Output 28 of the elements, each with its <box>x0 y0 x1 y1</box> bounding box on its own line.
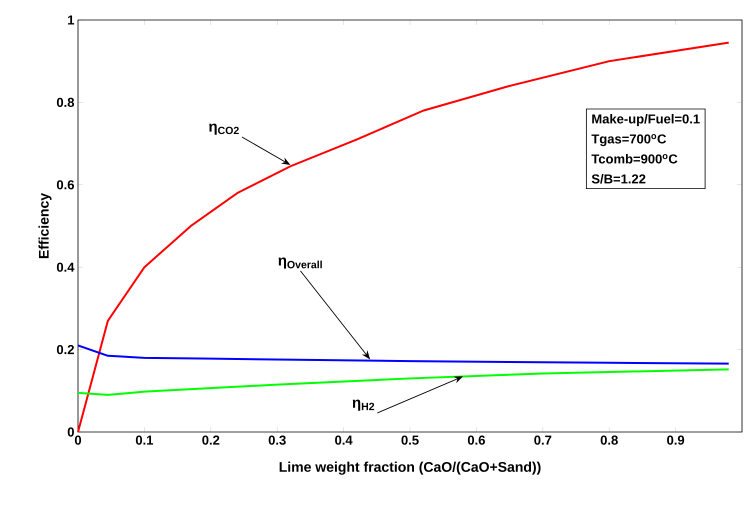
x-tick-label: 0.6 <box>468 436 485 445</box>
x-tick-label: 0.3 <box>268 436 286 445</box>
line-series <box>77 42 730 433</box>
y-axis-title: Efficiency <box>38 193 52 258</box>
x-tick-label: 0.5 <box>401 436 419 445</box>
x-tick-label: 0.9 <box>667 436 684 445</box>
annotation: η$_{H2}$ <box>352 400 374 411</box>
line-series <box>77 368 730 396</box>
annotation: Make-up/Fuel=0.1 <box>592 114 700 126</box>
line-series <box>77 344 730 365</box>
y-tick-label: 0.6 <box>56 180 74 190</box>
x-tick-label: 0.8 <box>600 436 618 445</box>
y-tick-label: 0 <box>68 427 74 437</box>
y-tick-label: 0.8 <box>56 98 74 107</box>
x-axis-title: Lime weight fraction (CaO/(CaO+Sand)) <box>280 462 541 475</box>
y-tick-label: 0.2 <box>56 344 74 354</box>
annotation: Tcomb=900$^{o}$C <box>592 154 678 164</box>
annotation: η$_{Overall}$ <box>278 258 322 269</box>
annotation: S/B=1.22 <box>592 174 646 184</box>
annotation: η$_{CO2}$ <box>209 124 239 135</box>
x-tick-label: 0.4 <box>335 436 353 445</box>
annotation: Tgas=700$^{o}$C <box>592 134 666 146</box>
x-tick-label: 0.2 <box>202 436 220 445</box>
x-tick-label: 0 <box>74 436 82 445</box>
y-tick-label: 0.4 <box>56 262 74 272</box>
x-tick-label: 0.1 <box>136 436 154 445</box>
x-tick-label: 0.7 <box>534 436 552 445</box>
y-tick-label: 1 <box>68 16 74 24</box>
